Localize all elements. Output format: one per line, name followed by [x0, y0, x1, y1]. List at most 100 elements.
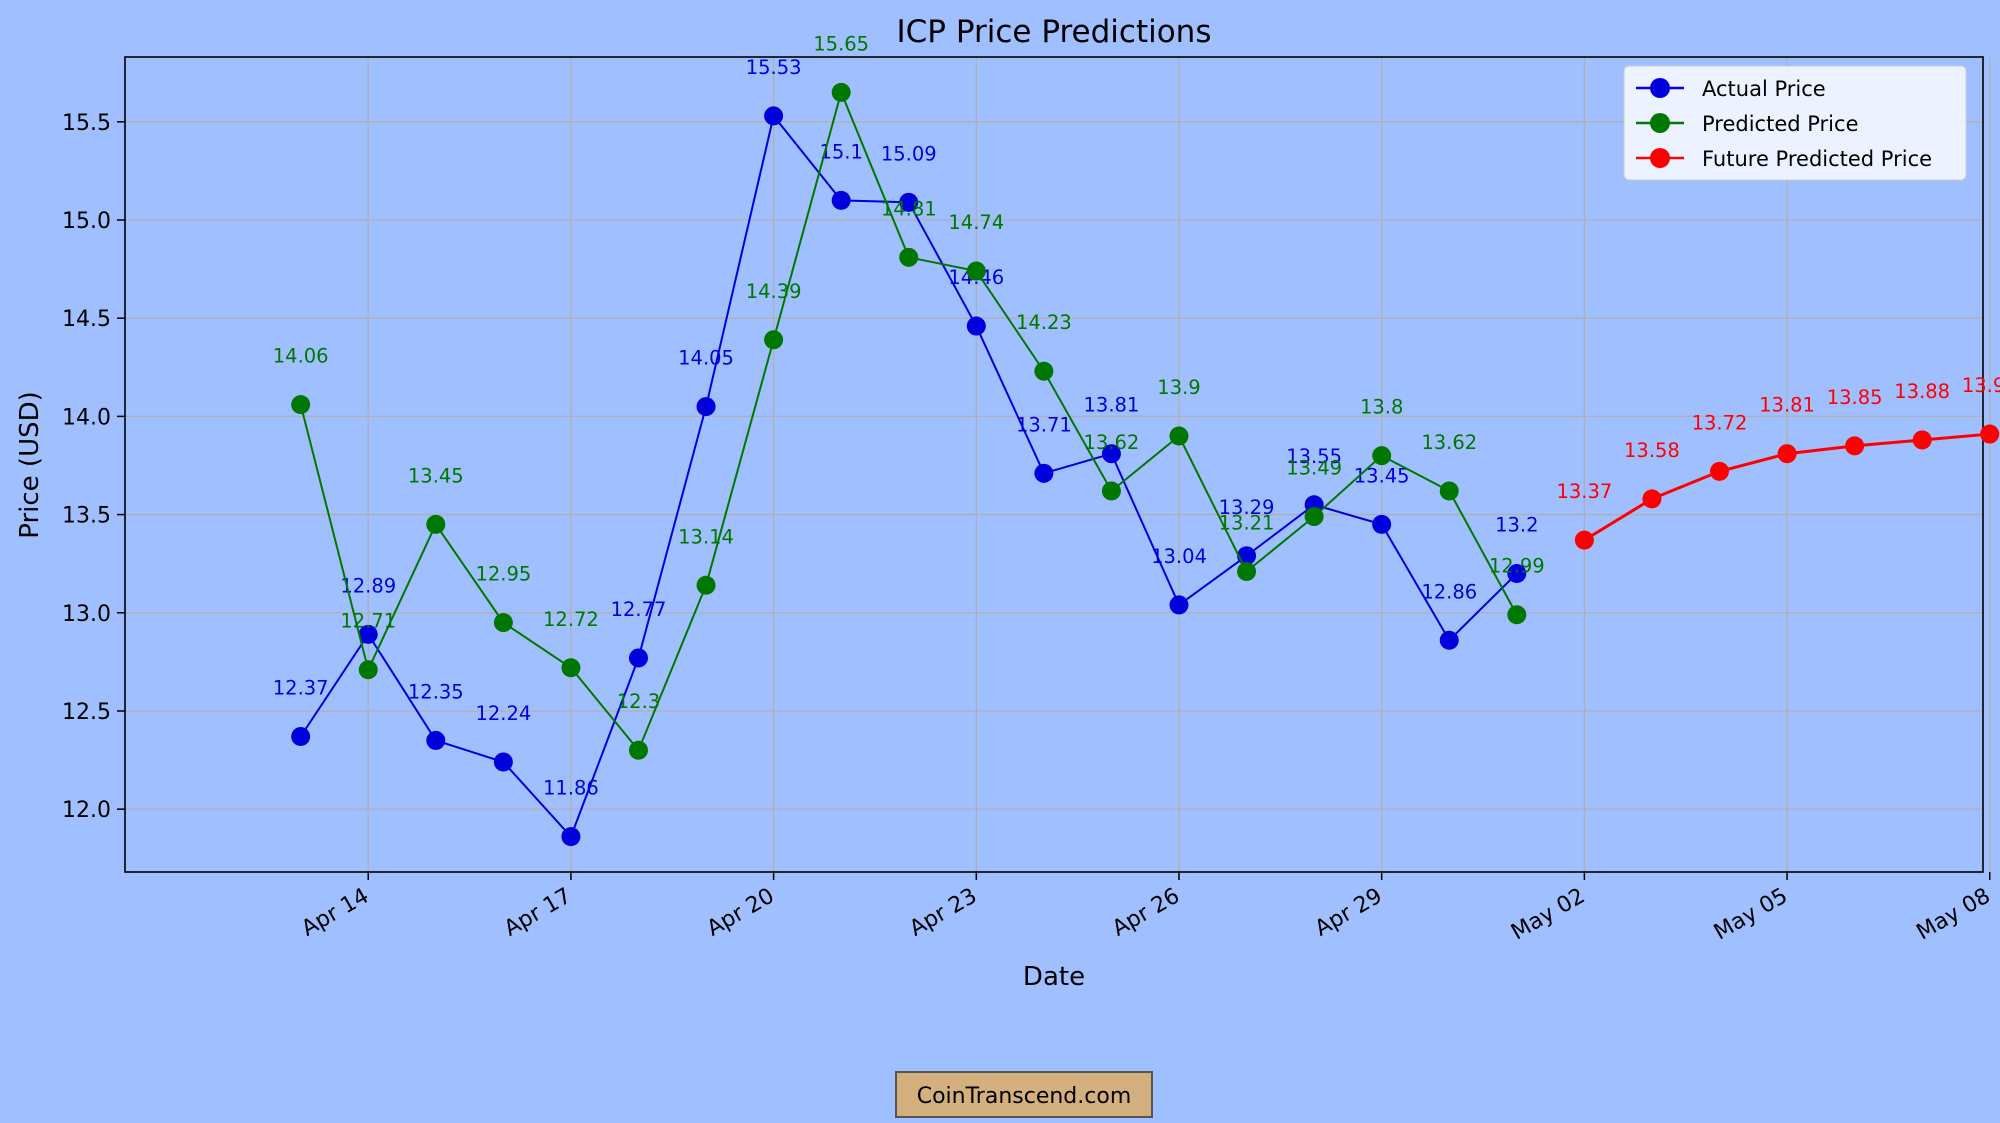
data-point: [696, 397, 716, 417]
y-tick-label: 14.0: [62, 405, 111, 430]
data-label: 12.86: [1421, 580, 1477, 603]
legend-marker: [1650, 78, 1670, 98]
data-point: [493, 613, 513, 633]
data-point: [1439, 630, 1459, 650]
data-point: [358, 624, 378, 644]
data-label: 14.05: [678, 347, 734, 370]
y-tick-label: 12.5: [62, 700, 111, 725]
y-tick-label: 15.5: [62, 111, 111, 136]
data-label: 13.8: [1360, 396, 1403, 419]
data-point: [1372, 446, 1392, 466]
data-point: [1101, 481, 1121, 501]
data-label: 13.49: [1286, 457, 1342, 480]
data-label: 12.24: [475, 702, 531, 725]
data-point: [1507, 605, 1527, 625]
data-point: [1169, 595, 1189, 615]
data-label: 12.37: [273, 676, 329, 699]
legend-label: Future Predicted Price: [1702, 147, 1932, 171]
data-point: [1980, 424, 2000, 444]
legend: Actual Price Predicted Price Future Predic…: [1623, 65, 1967, 181]
data-point: [764, 106, 784, 126]
data-point: [1439, 481, 1459, 501]
legend-box: [1623, 65, 1967, 181]
data-label: 13.45: [408, 464, 464, 487]
watermark-text: CoinTranscend.com: [917, 1084, 1132, 1109]
data-point: [628, 648, 648, 668]
data-point: [493, 752, 513, 772]
plot-frame: [124, 56, 1984, 873]
data-label: 11.86: [543, 777, 599, 800]
y-tick-label: 14.5: [62, 307, 111, 332]
data-label: 14.74: [948, 211, 1004, 234]
series-predicted-price: 14.06 12.71 13.45 12.95 12.72 12.3 13.14 14.39 1…: [273, 32, 1545, 760]
data-point: [1710, 461, 1730, 481]
data-point: [1507, 563, 1527, 583]
data-point: [899, 247, 919, 267]
watermark: CoinTranscend.com: [895, 1071, 1153, 1118]
data-label: 13.81: [1759, 394, 1815, 417]
data-label: 13.88: [1894, 380, 1950, 403]
data-label: 13.2: [1495, 513, 1538, 536]
data-point: [628, 740, 648, 760]
grid: [125, 57, 1991, 872]
data-label: 12.95: [475, 563, 531, 586]
data-label: 12.35: [408, 680, 464, 703]
data-point: [291, 395, 311, 415]
data-label: 15.65: [813, 32, 869, 55]
data-point: [291, 726, 311, 746]
data-point: [696, 575, 716, 595]
y-tick-label: 15.0: [62, 209, 111, 234]
series-group: 12.37 12.89 12.35 12.24 11.86 12.77 14.05 15.53…: [273, 32, 2000, 847]
data-point: [1642, 489, 1662, 509]
data-label: 15.1: [819, 140, 862, 163]
data-point: [1101, 444, 1121, 464]
data-point: [1845, 436, 1865, 456]
y-tick-label: 13.5: [62, 504, 111, 529]
data-label: 13.14: [678, 525, 734, 548]
watermark-box: [895, 1071, 1153, 1118]
legend-marker: [1650, 113, 1670, 133]
data-label: 12.89: [340, 574, 396, 597]
data-label: 13.62: [1084, 431, 1140, 454]
data-label: 13.91: [1962, 374, 2000, 397]
data-label: 13.37: [1556, 480, 1612, 503]
series-actual-price: 12.37 12.89 12.35 12.24 11.86 12.77 14.05 15.53…: [273, 56, 1539, 847]
data-point: [1169, 426, 1189, 446]
data-point: [1574, 530, 1594, 550]
data-point: [966, 316, 986, 336]
data-point: [831, 82, 851, 102]
data-label: 14.39: [746, 280, 802, 303]
data-label: 13.85: [1827, 386, 1883, 409]
data-point: [1237, 562, 1257, 582]
data-point: [764, 330, 784, 350]
data-label: 12.3: [617, 690, 660, 713]
data-label: 13.55: [1286, 445, 1342, 468]
data-point: [1034, 361, 1054, 381]
data-point: [831, 190, 851, 210]
data-label: 13.21: [1219, 512, 1275, 535]
data-point: [426, 730, 446, 750]
data-label: 12.77: [611, 598, 667, 621]
data-label: 13.04: [1151, 545, 1207, 568]
data-point: [966, 261, 986, 281]
data-point: [1372, 514, 1392, 534]
data-label: 13.81: [1084, 394, 1140, 417]
y-axis-label: Price (USD): [15, 391, 45, 539]
data-label: 13.62: [1421, 431, 1477, 454]
series-future-predicted-price: 13.37 13.58 13.72 13.81 13.85 13.88 13.91: [1556, 374, 2000, 550]
data-point: [899, 192, 919, 212]
data-label: 13.72: [1692, 411, 1748, 434]
data-label: 13.71: [1016, 413, 1072, 436]
data-label: 13.58: [1624, 439, 1680, 462]
data-label: 14.06: [273, 345, 329, 368]
data-label: 14.23: [1016, 311, 1072, 334]
legend-marker: [1650, 148, 1670, 168]
chart-title: ICP Price Predictions: [897, 14, 1212, 50]
data-label: 13.9: [1157, 376, 1200, 399]
data-point: [1034, 463, 1054, 483]
data-label: 12.71: [340, 610, 396, 633]
y-tick-label: 12.0: [62, 798, 111, 823]
data-point: [561, 827, 581, 847]
data-point: [1304, 507, 1324, 527]
